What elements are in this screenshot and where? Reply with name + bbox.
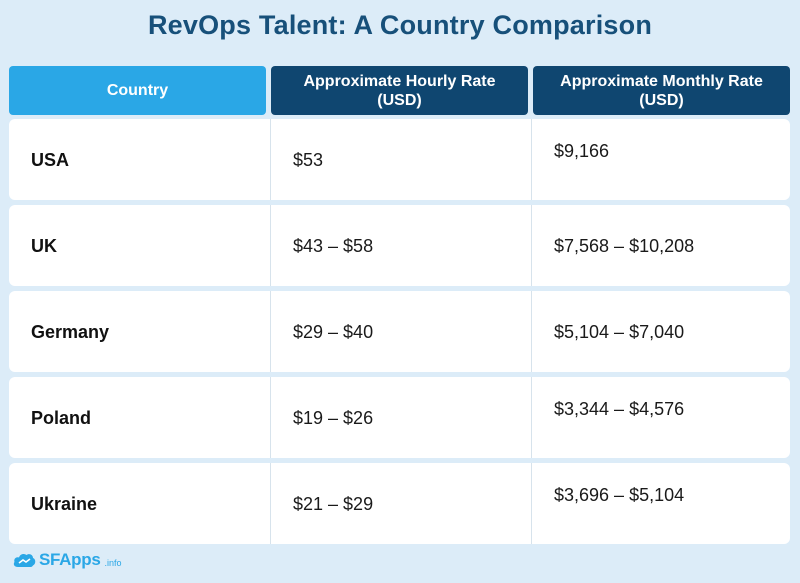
- monthly-rate-cell: $3,696 – $5,104: [531, 463, 790, 544]
- table-row: Germany $29 – $40 $5,104 – $7,040: [9, 291, 790, 372]
- country-cell: Ukraine: [31, 494, 98, 514]
- monthly-rate-cell: $5,104 – $7,040: [531, 291, 790, 372]
- column-header-label: Country: [106, 82, 169, 99]
- hourly-rate-cell: $43 – $58: [270, 205, 532, 286]
- hourly-rate-cell: $53: [270, 119, 532, 200]
- hourly-rate-cell: $21 – $29: [270, 463, 532, 544]
- column-header-label: Approximate Hourly Rate (USD): [303, 72, 496, 109]
- country-cell: USA: [31, 150, 70, 170]
- monthly-rate-cell: $7,568 – $10,208: [531, 205, 790, 286]
- column-header-hourly-rate: Approximate Hourly Rate (USD): [271, 66, 528, 115]
- table-row: Poland $19 – $26 $3,344 – $4,576: [9, 377, 790, 458]
- hourly-rate-cell: $29 – $40: [270, 291, 532, 372]
- logo: SFApps .info: [12, 549, 122, 571]
- logo-suffix: .info: [104, 558, 122, 568]
- monthly-rate-cell: $9,166: [531, 119, 790, 200]
- table-row: USA $53 $9,166: [9, 119, 790, 200]
- country-cell: Poland: [31, 408, 92, 428]
- page-title: RevOps Talent: A Country Comparison: [147, 10, 653, 40]
- column-header-label: Approximate Monthly Rate (USD): [560, 72, 763, 109]
- table-row: UK $43 – $58 $7,568 – $10,208: [9, 205, 790, 286]
- column-header-monthly-rate: Approximate Monthly Rate (USD): [533, 66, 790, 115]
- logo-text: SFApps: [39, 550, 101, 569]
- cloud-icon: [13, 553, 36, 567]
- table-row: Ukraine $21 – $29 $3,696 – $5,104: [9, 463, 790, 544]
- hourly-rate-cell: $19 – $26: [270, 377, 532, 458]
- country-cell: UK: [31, 236, 57, 256]
- column-header-country: Country: [9, 66, 266, 115]
- monthly-rate-cell: $3,344 – $4,576: [531, 377, 790, 458]
- country-cell: Germany: [31, 322, 110, 342]
